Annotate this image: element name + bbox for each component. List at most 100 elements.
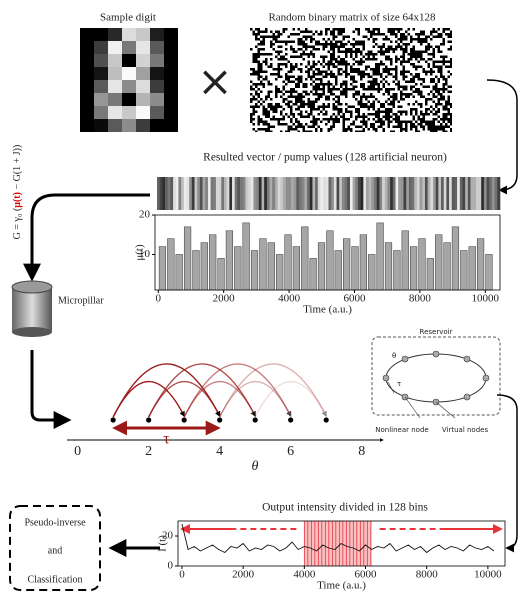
matrix-pixel <box>267 70 270 73</box>
matrix-pixel <box>265 68 268 71</box>
matrix-pixel <box>380 78 383 81</box>
theta-tick-label: 6 <box>287 444 294 459</box>
x-tick-label: 4000 <box>293 569 316 581</box>
matrix-pixel <box>307 80 310 83</box>
matrix-pixel <box>380 128 383 131</box>
matrix-pixel <box>347 120 350 123</box>
matrix-pixel <box>350 80 353 83</box>
matrix-pixel <box>400 50 403 53</box>
matrix-pixel <box>265 125 268 128</box>
matrix-pixel <box>357 75 360 78</box>
matrix-pixel <box>427 30 430 33</box>
matrix-pixel <box>385 40 388 43</box>
matrix-pixel <box>320 100 323 103</box>
matrix-pixel <box>417 30 420 33</box>
matrix-pixel <box>335 130 338 133</box>
barcode-stripe <box>457 177 461 210</box>
matrix-pixel <box>265 48 268 51</box>
matrix-pixel <box>337 53 340 56</box>
matrix-pixel <box>367 123 370 126</box>
matrix-pixel <box>310 123 313 126</box>
matrix-pixel <box>280 53 283 56</box>
matrix-pixel <box>422 45 425 48</box>
matrix-pixel <box>337 125 340 128</box>
bar <box>225 230 234 291</box>
x-axis-label: Time (a.u.) <box>317 580 366 592</box>
matrix-pixel <box>337 43 340 46</box>
matrix-pixel <box>322 125 325 128</box>
matrix-pixel <box>320 113 323 116</box>
matrix-pixel <box>402 118 405 121</box>
matrix-pixel <box>437 118 440 121</box>
matrix-pixel <box>317 130 320 133</box>
barcode-stripe <box>355 177 359 210</box>
matrix-pixel <box>325 38 328 41</box>
matrix-pixel <box>385 93 388 96</box>
matrix-pixel <box>307 95 310 98</box>
matrix-pixel <box>417 63 420 66</box>
matrix-pixel <box>270 120 273 123</box>
matrix-pixel <box>367 98 370 101</box>
matrix-pixel <box>407 128 410 131</box>
matrix-pixel <box>295 75 298 78</box>
matrix-pixel <box>382 60 385 63</box>
matrix-pixel <box>420 60 423 63</box>
matrix-pixel <box>287 123 290 126</box>
matrix-pixel <box>370 115 373 118</box>
matrix-pixel <box>275 83 278 86</box>
matrix-pixel <box>440 40 443 43</box>
matrix-pixel <box>385 63 388 66</box>
barcode-stripe <box>462 177 466 210</box>
matrix-pixel <box>435 100 438 103</box>
matrix-pixel <box>305 113 308 116</box>
matrix-pixel <box>382 118 385 121</box>
matrix-pixel <box>302 118 305 121</box>
matrix-pixel <box>380 38 383 41</box>
matrix-pixel <box>282 33 285 36</box>
matrix-pixel <box>297 88 300 91</box>
matrix-pixel <box>290 83 293 86</box>
matrix-pixel <box>272 93 275 96</box>
barcode-stripe <box>210 177 214 210</box>
matrix-pixel <box>282 103 285 106</box>
matrix-pixel <box>347 115 350 118</box>
matrix-pixel <box>342 75 345 78</box>
matrix-pixel <box>315 55 318 58</box>
matrix-pixel <box>285 128 288 131</box>
matrix-pixel <box>310 95 313 98</box>
matrix-pixel <box>265 80 268 83</box>
matrix-pixel <box>280 28 283 31</box>
matrix-pixel <box>372 93 375 96</box>
matrix-pixel <box>355 45 358 48</box>
matrix-pixel <box>347 103 350 106</box>
matrix-pixel <box>335 125 338 128</box>
matrix-pixel <box>415 43 418 46</box>
matrix-pixel <box>447 88 450 91</box>
matrix-pixel <box>385 28 388 31</box>
matrix-pixel <box>302 60 305 63</box>
nonlinear-label: Nonlinear node <box>375 426 428 434</box>
barcode-stripe <box>181 177 185 210</box>
matrix-pixel <box>340 95 343 98</box>
matrix-pixel <box>390 55 393 58</box>
matrix-pixel <box>272 65 275 68</box>
matrix-pixel <box>432 43 435 46</box>
barcode-stripe <box>411 177 415 210</box>
matrix-pixel <box>250 128 253 131</box>
matrix-pixel <box>337 65 340 68</box>
matrix-pixel <box>385 73 388 76</box>
matrix-pixel <box>265 38 268 41</box>
matrix-pixel <box>370 45 373 48</box>
matrix-pixel <box>422 43 425 46</box>
matrix-pixel <box>267 43 270 46</box>
matrix-pixel <box>437 123 440 126</box>
reservoir-nodes <box>382 350 490 406</box>
matrix-pixel <box>262 28 265 31</box>
matrix-pixel <box>282 83 285 86</box>
matrix-pixel <box>410 43 413 46</box>
matrix-pixel <box>430 100 433 103</box>
matrix-pixel <box>315 103 318 106</box>
matrix-pixel <box>405 63 408 66</box>
matrix-pixel <box>422 110 425 113</box>
matrix-pixel <box>412 100 415 103</box>
